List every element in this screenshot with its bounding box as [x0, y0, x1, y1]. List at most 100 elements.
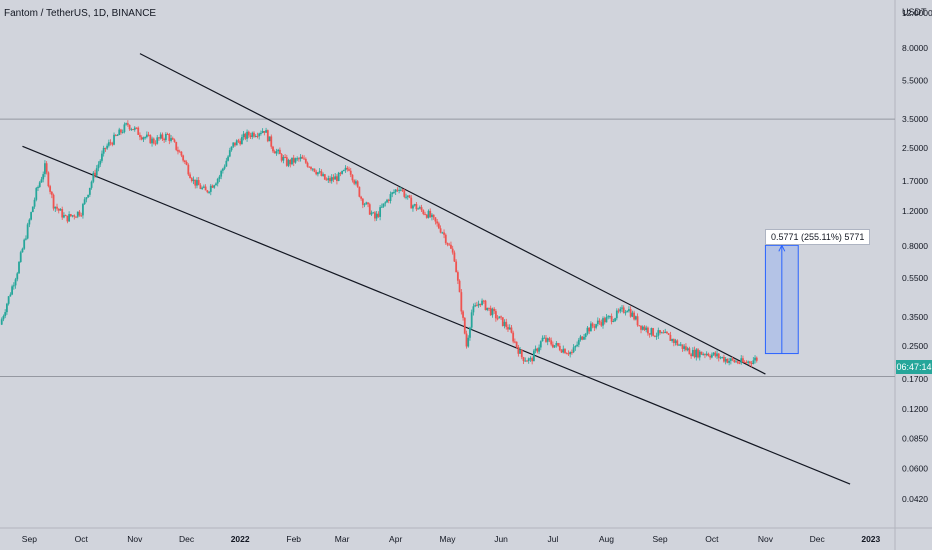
- candle-body: [367, 202, 369, 205]
- candle-body: [669, 334, 672, 341]
- candle-body: [384, 202, 387, 204]
- candle-body: [94, 172, 96, 176]
- candle-body: [412, 205, 414, 209]
- x-tick-label: Oct: [75, 534, 89, 544]
- candle-body: [80, 215, 83, 217]
- x-tick-label: Sep: [652, 534, 667, 544]
- candle-body: [614, 318, 616, 322]
- candle-body: [61, 209, 64, 218]
- candle-body: [462, 311, 464, 318]
- candle-body: [558, 345, 561, 351]
- candle-body: [545, 337, 547, 342]
- candle-body: [4, 312, 7, 317]
- y-tick-label: 1.2000: [902, 206, 928, 216]
- candle-body: [147, 134, 150, 136]
- candle-body: [42, 174, 45, 180]
- candle-body: [733, 359, 736, 363]
- candle-body: [52, 194, 55, 209]
- candle-body: [532, 350, 535, 362]
- candle-body: [332, 177, 335, 180]
- candle-body: [731, 358, 734, 360]
- candle-body: [85, 197, 88, 200]
- candle-body: [602, 318, 604, 326]
- candle-body: [101, 153, 103, 161]
- candle-body: [73, 215, 76, 217]
- candle-body: [166, 133, 169, 135]
- candle-body: [145, 134, 148, 138]
- candle-body: [522, 357, 525, 362]
- candle-body: [83, 199, 86, 205]
- candle-body: [507, 327, 509, 330]
- candle-body: [23, 239, 26, 249]
- candle-body: [140, 137, 143, 140]
- candle-body: [339, 172, 342, 174]
- candle-body: [26, 224, 29, 239]
- candle-body: [254, 135, 257, 137]
- candle-body: [19, 252, 22, 263]
- candle-body: [577, 339, 580, 345]
- y-tick-label: 3.5000: [902, 114, 928, 124]
- candle-body: [292, 157, 295, 163]
- candle-body: [144, 137, 147, 139]
- candle-body: [310, 167, 312, 169]
- candle-body: [220, 170, 223, 177]
- candle-body: [87, 194, 90, 198]
- candle-body: [107, 142, 110, 146]
- candle-body: [679, 344, 682, 346]
- candle-body: [149, 135, 152, 144]
- y-tick-label: 0.8000: [902, 241, 928, 251]
- candle-body: [190, 178, 193, 182]
- candle-body: [348, 169, 350, 171]
- candle-body: [633, 312, 636, 320]
- candle-body: [57, 208, 60, 211]
- candle-body: [491, 308, 494, 316]
- candle-body: [275, 151, 278, 154]
- candle-body: [496, 318, 499, 320]
- candle-body: [465, 333, 468, 347]
- candle-body: [526, 360, 528, 362]
- candle-body: [360, 196, 363, 199]
- candle-body: [308, 166, 311, 168]
- candle-body: [135, 127, 138, 129]
- candle-body: [726, 358, 729, 363]
- candle-body: [237, 140, 240, 142]
- candle-body: [164, 133, 167, 141]
- candle-body: [118, 129, 121, 136]
- candle-body: [189, 174, 191, 179]
- candle-body: [738, 362, 741, 364]
- candle-body: [37, 186, 39, 189]
- candle-body: [208, 191, 210, 193]
- candle-body: [349, 170, 352, 175]
- candle-body: [439, 228, 442, 233]
- candle-body: [463, 317, 466, 334]
- x-tick-label: Dec: [179, 534, 195, 544]
- candle-body: [9, 294, 12, 297]
- candle-body: [88, 187, 91, 195]
- candle-body: [132, 129, 134, 131]
- candle-body: [541, 337, 544, 342]
- candle-body: [482, 300, 485, 302]
- candle-body: [515, 341, 518, 347]
- candle-body: [453, 252, 456, 262]
- candle-body: [406, 195, 409, 197]
- candle-body: [215, 183, 217, 186]
- x-tick-label: Dec: [810, 534, 826, 544]
- candle-body: [30, 212, 33, 220]
- candle-body: [745, 362, 748, 364]
- candle-body: [455, 261, 458, 273]
- candle-body: [425, 214, 428, 218]
- candle-body: [472, 306, 475, 313]
- candle-body: [539, 341, 542, 348]
- x-tick-label: Apr: [389, 534, 402, 544]
- candle-body: [325, 179, 328, 181]
- candle-body: [38, 182, 41, 187]
- candle-body: [313, 168, 316, 172]
- candle-body: [755, 357, 758, 361]
- y-tick-label: 8.0000: [902, 43, 928, 53]
- candle-body: [63, 215, 65, 218]
- candle-body: [242, 133, 245, 138]
- candle-body: [375, 213, 378, 219]
- candle-body: [443, 232, 445, 235]
